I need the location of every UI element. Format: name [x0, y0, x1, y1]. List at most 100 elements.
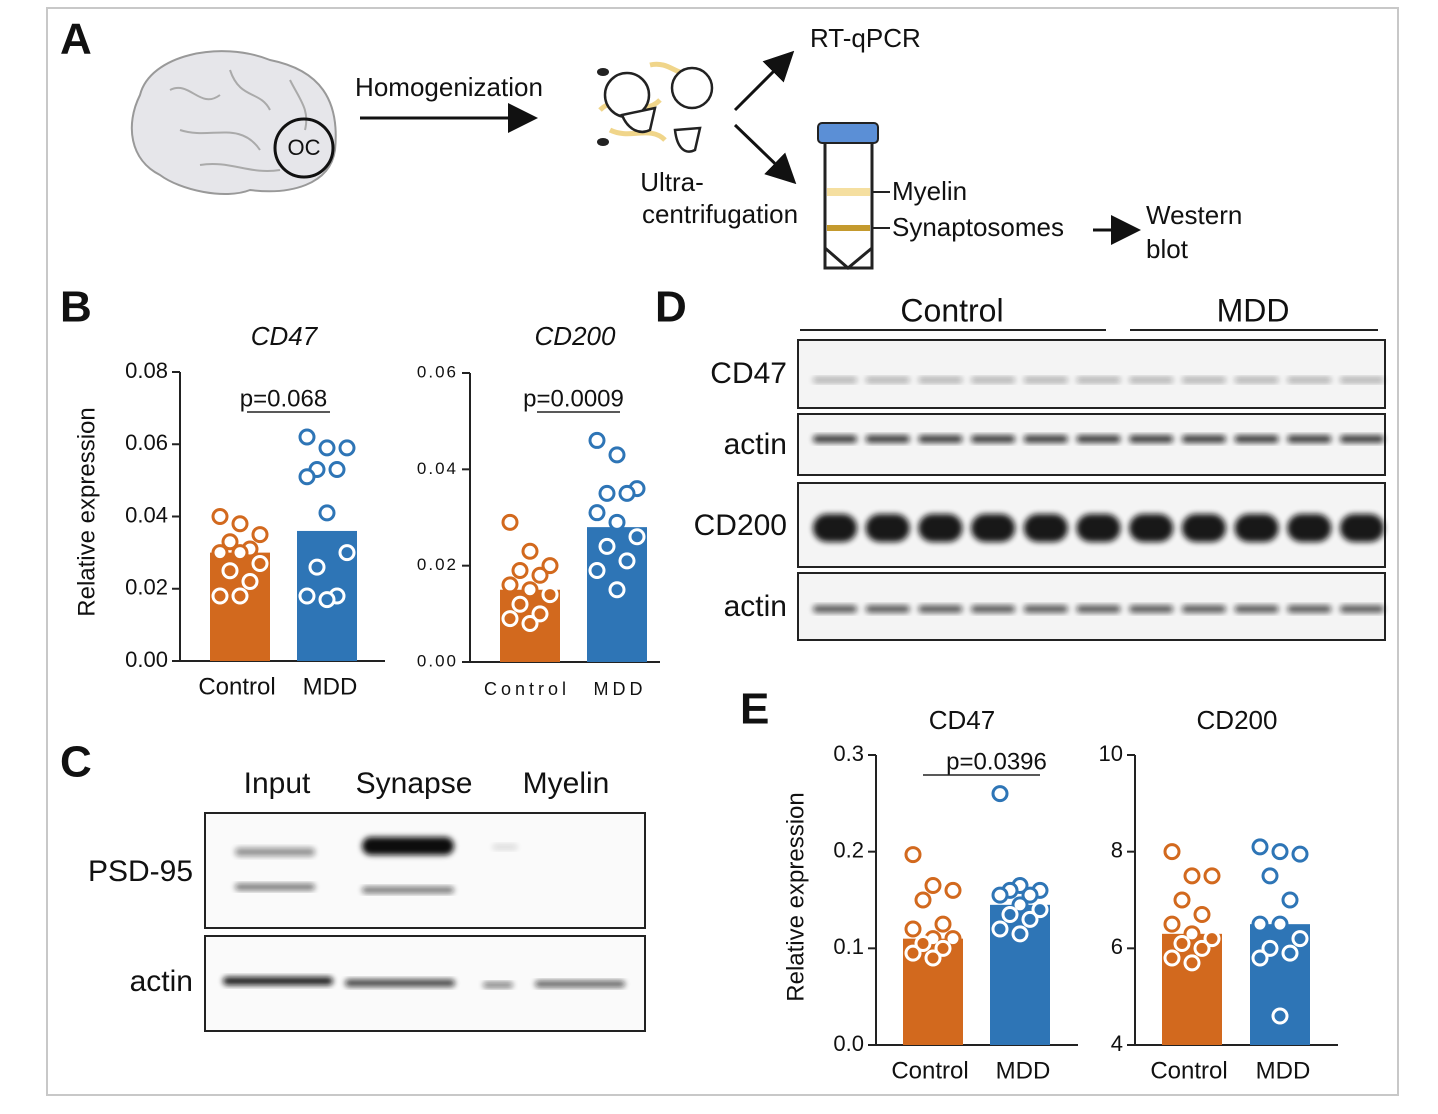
chart-title: CD47 — [251, 321, 319, 351]
p-value: p=0.068 — [240, 385, 327, 412]
x-tick-label: Control — [484, 679, 570, 699]
region-label: OC — [288, 135, 321, 160]
data-point — [531, 605, 549, 623]
data-point — [588, 504, 606, 522]
data-point — [1261, 867, 1279, 885]
data-point — [1251, 915, 1269, 933]
x-tick-label: MDD — [1256, 1057, 1311, 1084]
row-label: CD200 — [694, 509, 787, 542]
band — [1287, 605, 1332, 613]
panel-label: D — [655, 283, 687, 332]
data-point — [944, 881, 962, 899]
data-point — [1281, 944, 1299, 962]
x-tick-label: Control — [198, 673, 275, 700]
data-point — [318, 439, 336, 457]
layer-label: Myelin — [892, 176, 967, 206]
chart-title: CD200 — [535, 321, 616, 351]
data-point — [1261, 939, 1279, 957]
data-point — [1203, 930, 1221, 948]
data-point — [1271, 1007, 1289, 1025]
data-point — [1011, 896, 1029, 914]
data-point — [521, 614, 539, 632]
band — [1023, 435, 1068, 443]
data-point — [608, 581, 626, 599]
data-point — [231, 544, 249, 562]
band — [535, 981, 625, 987]
x-tick-label: MDD — [303, 673, 358, 700]
band — [813, 435, 857, 443]
row-label: actin — [130, 965, 193, 998]
data-point — [914, 935, 932, 952]
data-point — [1001, 906, 1019, 923]
band — [1181, 514, 1226, 542]
blot — [204, 812, 646, 1032]
y-tick-label: 0.3 — [833, 741, 864, 766]
data-point — [1173, 935, 1191, 952]
data-point — [1291, 930, 1309, 948]
step-label: Homogenization — [355, 72, 543, 102]
data-point — [991, 785, 1009, 803]
data-point — [588, 431, 606, 449]
data-point — [618, 552, 636, 570]
data-point — [1291, 845, 1309, 863]
band — [865, 377, 910, 383]
band — [918, 514, 963, 542]
data-point — [588, 561, 606, 579]
band — [971, 435, 1016, 443]
x-tick-label: Control — [1150, 1057, 1227, 1084]
data-point — [1031, 901, 1049, 919]
band — [1234, 605, 1279, 613]
data-point — [1021, 886, 1039, 904]
data-point — [904, 846, 922, 864]
band — [1076, 605, 1121, 613]
band — [235, 884, 315, 890]
data-point — [531, 566, 549, 584]
data-point — [1163, 949, 1181, 967]
band — [813, 605, 857, 613]
data-point — [628, 528, 646, 546]
band — [1129, 377, 1174, 383]
step-label: centrifugation — [642, 199, 798, 229]
panel-label: E — [740, 685, 769, 734]
band — [1340, 377, 1384, 383]
data-point — [318, 504, 336, 522]
data-point — [211, 508, 229, 525]
data-point — [598, 484, 616, 502]
row-label: actin — [724, 590, 787, 623]
y-axis-label: Relative expression — [73, 407, 100, 616]
data-point — [914, 891, 932, 909]
y-tick-label: 0.08 — [125, 358, 168, 383]
data-point — [501, 513, 519, 531]
y-tick-label: 0.00 — [125, 647, 168, 672]
data-point — [1193, 906, 1211, 923]
data-point — [251, 526, 269, 544]
data-point — [241, 573, 259, 591]
x-tick-label: Control — [891, 1057, 968, 1084]
band — [362, 837, 454, 855]
band — [918, 435, 963, 443]
layer-label: Synaptosomes — [892, 212, 1064, 242]
band — [971, 605, 1016, 613]
band — [1023, 514, 1068, 542]
blot-row — [797, 339, 1386, 409]
output-label: Western — [1146, 200, 1242, 230]
data-point — [318, 591, 336, 609]
data-point — [618, 484, 636, 502]
data-point — [1271, 915, 1289, 933]
y-tick-label: 8 — [1111, 837, 1123, 862]
band — [1181, 435, 1226, 443]
band — [1234, 435, 1279, 443]
row-label: actin — [724, 428, 787, 461]
data-point — [521, 581, 539, 599]
band — [1181, 377, 1226, 383]
y-tick-label: 0.04 — [417, 459, 458, 478]
band — [1076, 377, 1121, 383]
band — [1076, 435, 1121, 443]
band — [971, 514, 1016, 542]
data-point — [924, 949, 942, 967]
data-point — [991, 886, 1009, 904]
data-point — [211, 544, 229, 562]
p-value: p=0.0009 — [523, 385, 624, 412]
band — [865, 435, 910, 443]
